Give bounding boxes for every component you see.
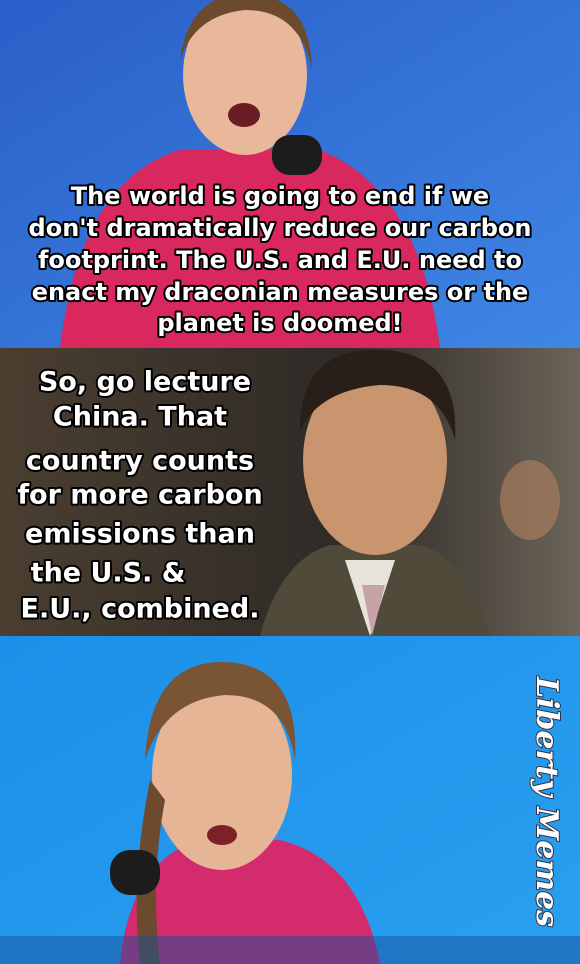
- panel-2: [0, 348, 580, 636]
- caption-line: country counts: [26, 446, 254, 477]
- caption-line: So, go lecture: [39, 367, 251, 398]
- caption-line: the U.S. &: [31, 558, 186, 589]
- caption-line: enact my draconian measures or the: [32, 278, 529, 306]
- caption-line: footprint. The U.S. and E.U. need to: [38, 246, 522, 274]
- caption-line: The world is going to end if we: [71, 182, 489, 210]
- panel-3: [0, 636, 580, 964]
- watermark: Liberty Memes: [529, 676, 564, 927]
- caption-line: don't dramatically reduce our carbon: [29, 214, 532, 242]
- caption-line: E.U., combined.: [21, 594, 260, 625]
- caption-line: planet is doomed!: [157, 309, 402, 337]
- caption-1: The world is going to end if we don't dr…: [27, 180, 534, 339]
- caption-line: emissions than: [25, 519, 255, 550]
- caption-2: So, go lecture China. That country count…: [15, 365, 264, 627]
- caption-line: for more carbon: [17, 480, 262, 511]
- panel-1: [0, 0, 580, 348]
- caption-line: China. That: [53, 402, 227, 433]
